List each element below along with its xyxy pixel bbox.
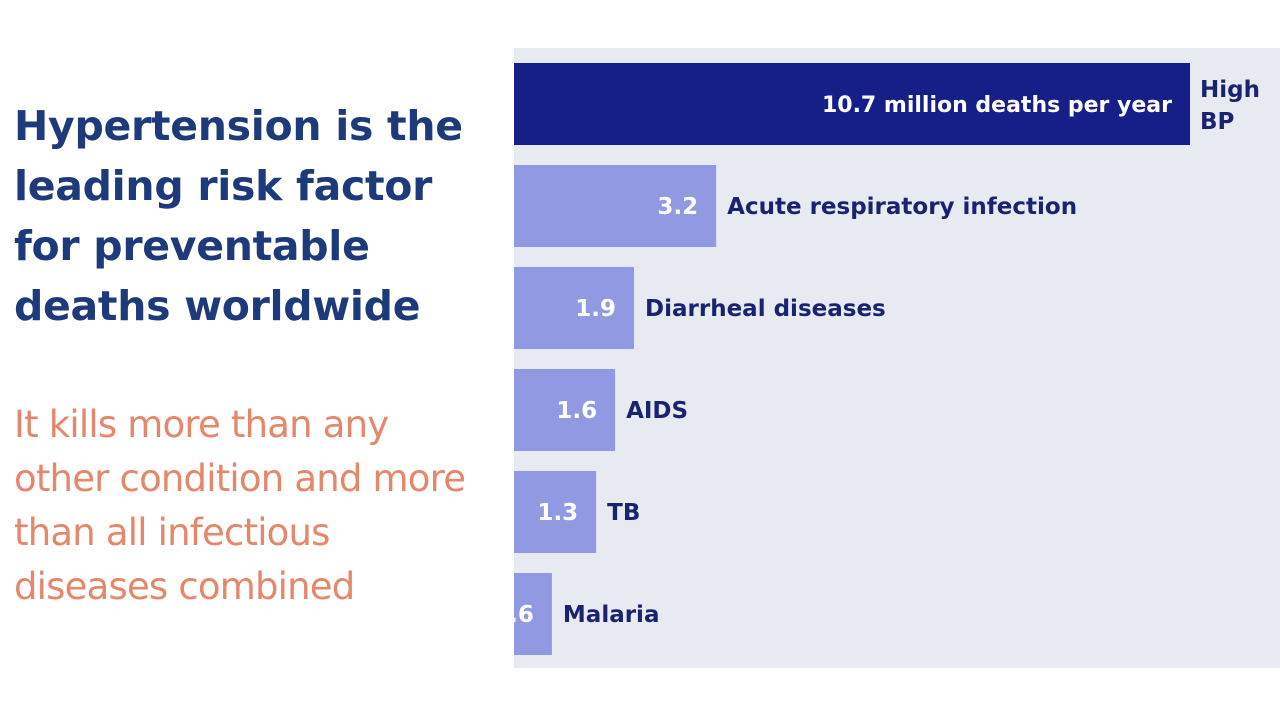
bar-category-label-4: TB <box>607 500 640 526</box>
chart-background <box>514 48 1280 668</box>
bar-value-label-3: 1.6 <box>556 398 597 424</box>
bar-value-label-0: 10.7 million deaths per year <box>822 93 1172 118</box>
bar-5 <box>514 573 552 655</box>
bar-value-label-1: 3.2 <box>657 194 698 220</box>
bar-value-label-4: 1.3 <box>537 500 578 526</box>
bar-0 <box>514 63 1190 145</box>
headline: Hypertension is the leading risk factor … <box>14 102 463 330</box>
bar-1 <box>514 165 717 247</box>
bar-4 <box>514 471 597 553</box>
deaths-bar-chart: 10.7 million deaths per year High BP 3.2 Acu… <box>514 48 1280 668</box>
bar-2 <box>514 267 635 349</box>
bar-category-label-5: Malaria <box>563 602 660 628</box>
bar-3 <box>514 369 616 451</box>
bar-value-label-5: 0.6 <box>514 602 534 628</box>
chart-canvas: 10.7 million deaths per year High BP 3.2 Acu… <box>514 48 1280 668</box>
subheadline: It kills more than any other condition a… <box>14 403 466 608</box>
bar-category-label-2: Diarrheal diseases <box>645 296 886 322</box>
bar-category-label-0: High BP <box>1200 77 1260 135</box>
bar-value-label-2: 1.9 <box>575 296 616 322</box>
bar-category-label-1: Acute respiratory infection <box>727 194 1077 220</box>
bar-category-label-3: AIDS <box>626 398 688 424</box>
